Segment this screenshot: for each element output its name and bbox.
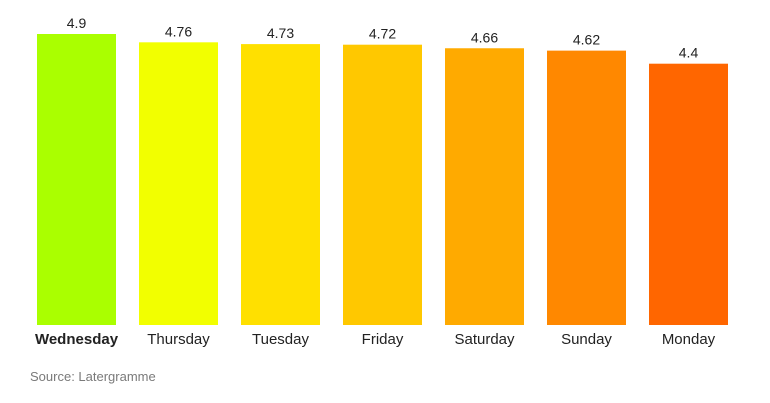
value-label-saturday: 4.66	[471, 29, 498, 45]
value-label-wednesday: 4.9	[67, 15, 87, 31]
value-label-monday: 4.4	[679, 45, 699, 61]
category-label-wednesday: Wednesday	[35, 331, 119, 348]
value-label-friday: 4.72	[369, 26, 396, 42]
bar-tuesday	[241, 44, 320, 325]
category-label-friday: Friday	[362, 331, 404, 348]
category-label-sunday: Sunday	[561, 331, 612, 348]
category-label-monday: Monday	[662, 331, 716, 348]
bar-wednesday	[37, 34, 116, 325]
category-label-tuesday: Tuesday	[252, 331, 309, 348]
bars-group	[37, 34, 728, 326]
category-labels-group: Wednesday Thursday Tuesday Friday Saturday Su…	[35, 331, 716, 348]
value-label-sunday: 4.62	[573, 32, 600, 48]
value-labels-group: 4.9 4.76 4.73 4.72 4.66 4.62 4.4	[67, 15, 699, 61]
bar-monday	[649, 63, 728, 325]
category-label-thursday: Thursday	[147, 331, 210, 348]
bar-friday	[343, 44, 422, 326]
bar-thursday	[139, 42, 218, 326]
source-note: Source: Latergramme	[30, 369, 156, 384]
category-label-saturday: Saturday	[454, 331, 515, 348]
bar-saturday	[445, 48, 524, 326]
value-label-thursday: 4.76	[165, 23, 192, 39]
bar-sunday	[547, 50, 626, 325]
value-label-tuesday: 4.73	[267, 25, 294, 41]
